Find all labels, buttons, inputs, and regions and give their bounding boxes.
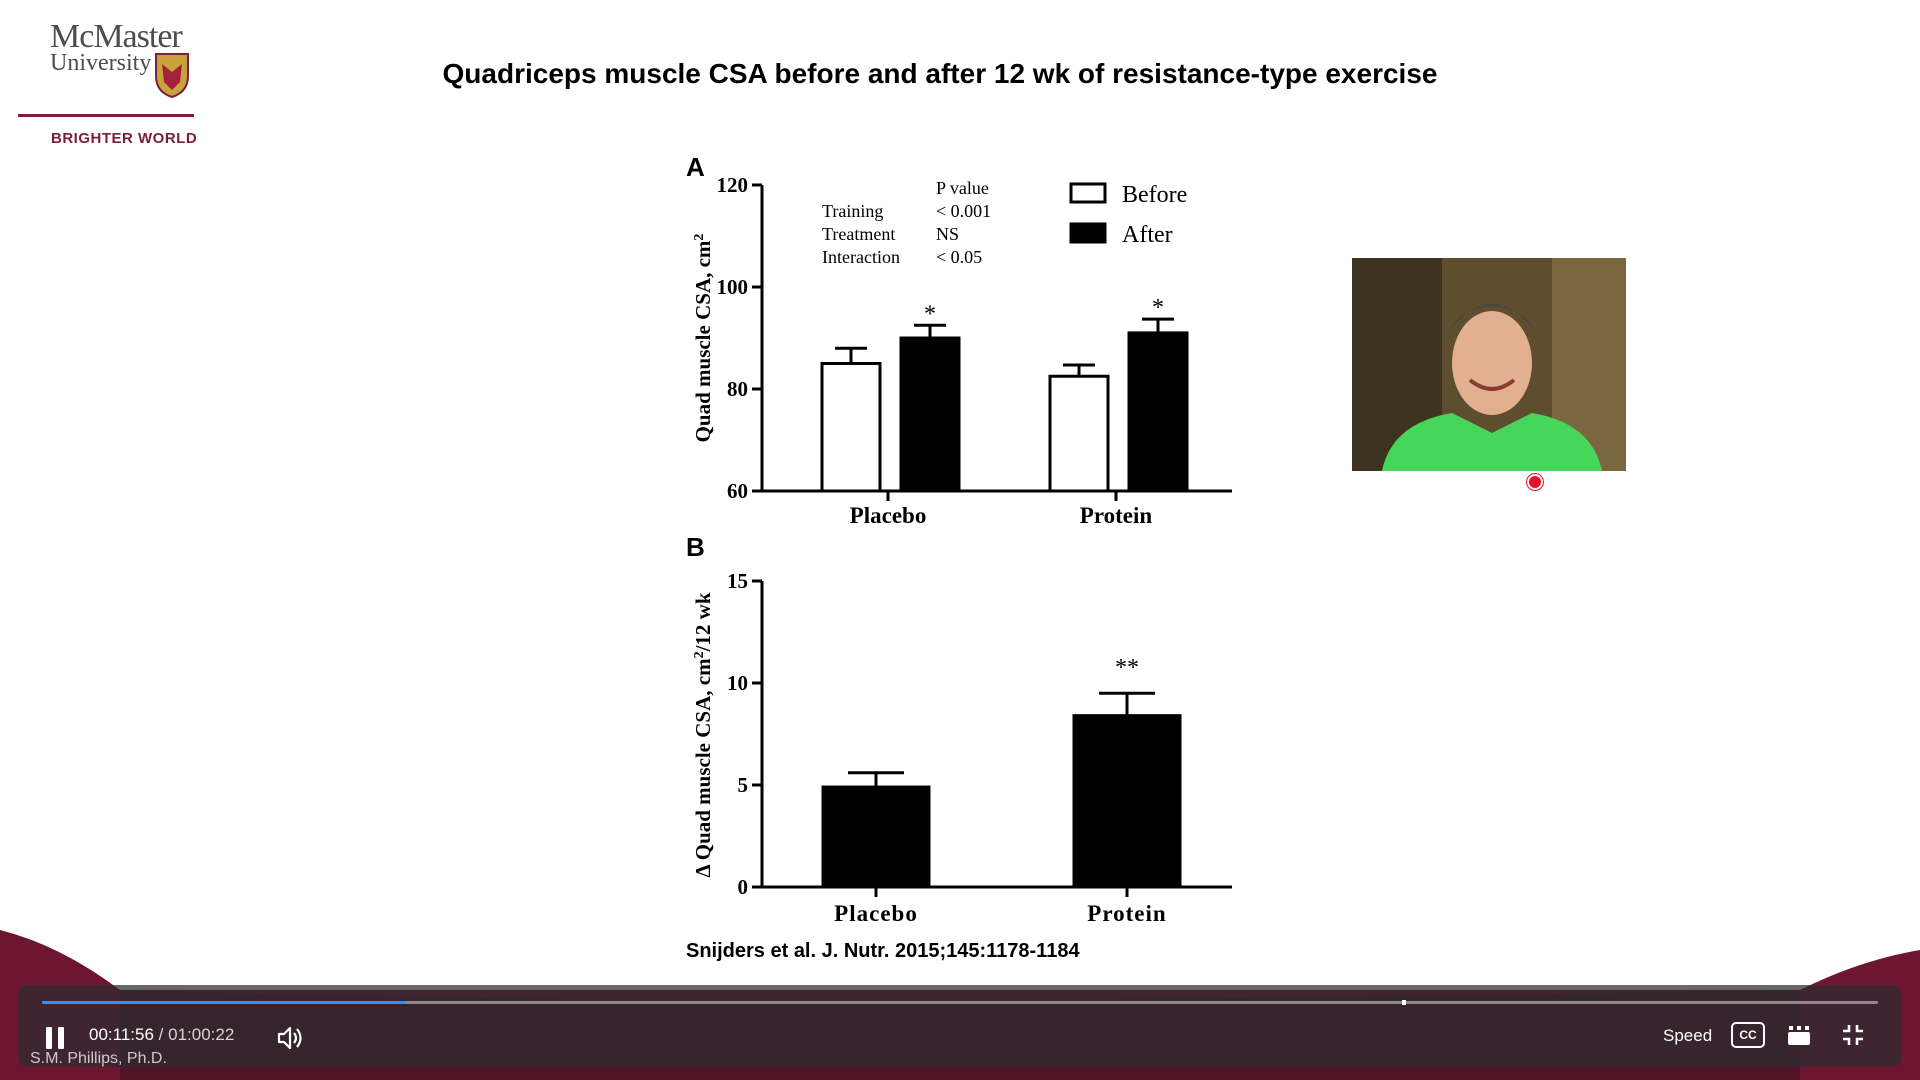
- y-tick-label-b: 10: [727, 671, 748, 695]
- seek-bar[interactable]: [42, 1000, 1878, 1005]
- pvalue-row-value: < 0.001: [936, 201, 991, 221]
- video-player-controls: 00:11:56 / 01:00:22 Speed CC: [18, 985, 1902, 1067]
- pvalue-row-label: Treatment: [822, 224, 895, 244]
- y-tick-label-a: 80: [727, 377, 748, 401]
- logo-line1: McMaster: [50, 18, 183, 55]
- y-tick-label-a: 120: [717, 173, 749, 197]
- pvalue-header: P value: [936, 178, 989, 198]
- y-tick-label-b: 15: [727, 569, 748, 593]
- speaker-icon: [277, 1026, 302, 1050]
- chart-panel-b: B 0 5 10 15 Δ Quad muscle CSA, cm2/12 wk Place…: [686, 532, 1232, 926]
- recording-indicator: [1527, 474, 1543, 490]
- x-tick-label-a: Protein: [1080, 503, 1153, 528]
- webcam-feed: [1352, 258, 1626, 471]
- slide-title: Quadriceps muscle CSA before and after 1…: [442, 58, 1438, 89]
- logo-rule: [18, 114, 194, 117]
- presenter-video: [1352, 258, 1626, 471]
- current-time: 00:11:56: [89, 1025, 154, 1044]
- pvalue-row-label: Interaction: [822, 247, 900, 267]
- slide-citation: Snijders et al. J. Nutr. 2015;145:1178-1…: [686, 940, 1080, 962]
- time-separator: /: [158, 1025, 164, 1044]
- bar-placebo: [821, 785, 931, 889]
- volume-button[interactable]: [276, 1025, 306, 1051]
- speed-button[interactable]: Speed: [1663, 1026, 1713, 1045]
- duration: 01:00:22: [168, 1025, 235, 1044]
- bar-protein: [1072, 714, 1182, 889]
- legend-swatch-before: [1069, 182, 1107, 204]
- legend-label-before: Before: [1122, 182, 1187, 208]
- y-axis-label-b: Δ Quad muscle CSA, cm2/12 wk: [691, 592, 715, 877]
- significance-mark-a: *: [924, 301, 936, 327]
- legend-swatch-after: [1069, 222, 1107, 244]
- x-tick-label-b: Protein: [1087, 901, 1166, 926]
- significance-mark-a: *: [1152, 295, 1164, 321]
- y-axis-label-a: Quad muscle CSA, cm2: [691, 234, 715, 443]
- chart-panel-a: A 60 80 100 120 Quad muscle CSA, cm2 Placebo * P…: [686, 152, 1232, 528]
- pvalue-row-label: Training: [822, 201, 883, 221]
- pause-button[interactable]: [42, 1023, 68, 1053]
- exit-fullscreen-button[interactable]: [1841, 1023, 1865, 1047]
- mcmaster-logo: McMaster University BRIGHTER WORLD: [18, 18, 198, 153]
- x-tick-label-b: Placebo: [834, 901, 918, 926]
- y-tick-label-b: 5: [738, 773, 749, 797]
- bar-before-protein: [1048, 374, 1110, 493]
- x-tick-label-a: Placebo: [850, 503, 927, 528]
- y-axis-label-suffix-b: /12 wk: [691, 592, 715, 652]
- chapters-icon: [1788, 1026, 1810, 1045]
- y-tick-label-a: 100: [717, 275, 749, 299]
- captions-button[interactable]: CC: [1731, 1022, 1765, 1048]
- crest-icon: [155, 53, 189, 98]
- y-tick-label-a: 60: [727, 479, 748, 503]
- significance-mark-b: **: [1115, 655, 1139, 681]
- y-axis-label-sup-b: 2: [692, 651, 707, 658]
- logo-line2: University: [50, 50, 152, 76]
- logo-tagline: BRIGHTER WORLD: [51, 130, 198, 147]
- legend-label-after: After: [1122, 222, 1173, 248]
- chapter-marker[interactable]: [1402, 1000, 1406, 1005]
- y-axis-label-sup-a: 2: [692, 234, 707, 241]
- seek-bar-played: [42, 1001, 406, 1004]
- presenter-name: S.M. Phillips, Ph.D.: [30, 1050, 167, 1067]
- exit-fullscreen-icon: [1843, 1025, 1863, 1045]
- bar-after-protein: [1127, 331, 1189, 493]
- pvalue-row-value: < 0.05: [936, 247, 982, 267]
- pvalue-row-value: NS: [936, 224, 959, 244]
- time-display: 00:11:56 / 01:00:22: [89, 1025, 234, 1045]
- y-tick-label-b: 0: [738, 875, 749, 899]
- panel-label-a: A: [686, 152, 705, 182]
- bar-after-placebo: [899, 336, 961, 493]
- bar-before-placebo: [820, 362, 882, 493]
- chapters-button[interactable]: [1787, 1023, 1811, 1047]
- panel-label-b: B: [686, 532, 705, 562]
